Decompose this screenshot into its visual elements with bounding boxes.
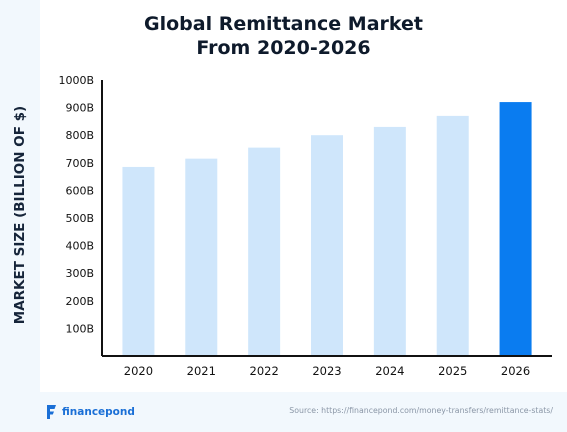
bar-2022 — [248, 147, 281, 356]
x-tick-label: 2022 — [250, 364, 279, 378]
bar-2020 — [122, 166, 155, 356]
footer-bar — [40, 392, 567, 432]
y-tick-label: 200B — [65, 295, 94, 308]
x-tick-label: 2020 — [124, 364, 153, 378]
chart-title-line-1: Global Remittance Market — [143, 13, 423, 35]
y-tick-label: 600B — [65, 184, 94, 197]
bar-2021 — [185, 158, 218, 356]
y-tick-label: 500B — [65, 212, 94, 225]
x-tick-label: 2023 — [312, 364, 341, 378]
y-tick-label: 800B — [65, 129, 94, 142]
bar-2024 — [373, 126, 406, 356]
y-tick-label: 700B — [65, 157, 94, 170]
x-tick-label: 2026 — [501, 364, 530, 378]
y-tick-label: 400B — [65, 240, 94, 253]
y-tick-label: 300B — [65, 267, 94, 280]
financepond-logo-icon — [47, 405, 56, 419]
bar-chart: 100B 200B 300B 400B 500B 600B 700B 800B 900B 1000… — [58, 74, 552, 378]
chart-title: Global Remittance Market From 2020-2026 — [0, 12, 567, 60]
x-tick-label: 2025 — [438, 364, 467, 378]
source-text: Source: https://financepond.com/money-tr… — [289, 406, 553, 415]
bar-2023 — [311, 135, 343, 356]
bar-2026 — [499, 102, 532, 356]
y-tick-label: 1000B — [58, 74, 94, 87]
x-tick-label: 2021 — [187, 364, 216, 378]
chart-title-line-2: From 2020-2026 — [196, 37, 371, 59]
x-tick-label: 2024 — [375, 364, 404, 378]
brand: financepond — [46, 404, 135, 420]
brand-name: financepond — [62, 406, 135, 418]
y-tick-label: 100B — [65, 322, 94, 335]
y-tick-label: 900B — [65, 102, 94, 115]
bar-2025 — [436, 115, 469, 356]
